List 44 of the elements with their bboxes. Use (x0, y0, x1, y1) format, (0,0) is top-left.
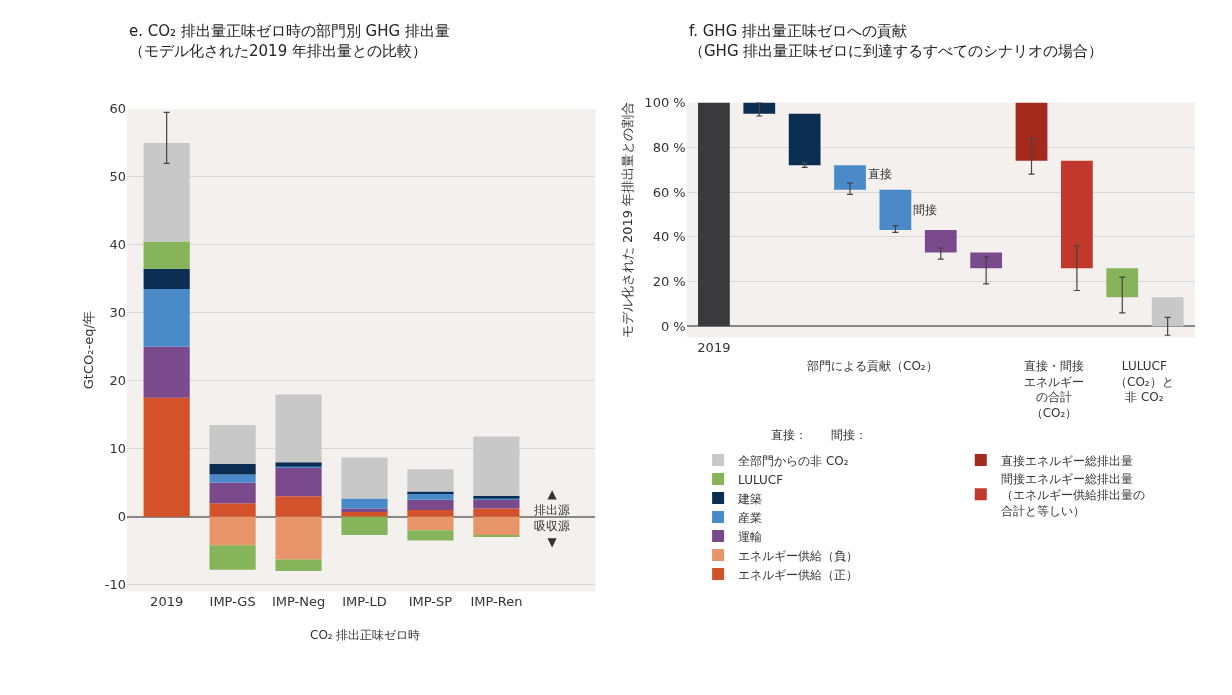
legend-label: LULUCF (738, 472, 784, 487)
x-tick-label: IMP-SP (408, 593, 453, 609)
legend-label: 直接エネルギー総排出量 (1000, 453, 1133, 468)
chart-title: e. CO₂ 排出量正味ゼロ時の部門別 GHG 排出量（モデル化された2019 年排出量との比較） (129, 22, 450, 60)
text: CO₂ 排出正味ゼロ時 (310, 628, 421, 642)
y-tick-label: 100 % (644, 95, 686, 111)
y-tick-label: 60 % (652, 184, 686, 200)
legend-label: 運輸 (738, 529, 763, 544)
text: 間接： (831, 428, 867, 442)
y-tick-label: 40 % (652, 229, 686, 245)
x-tick-label: IMP-Ren (470, 593, 523, 609)
legend-label: 全部門からの非 CO₂ (738, 453, 849, 468)
legend-label: エネルギー供給（負） (738, 548, 859, 563)
y-tick-label: 50 (109, 169, 127, 185)
text: 直接・間接エネルギーの合計（CO₂） (1024, 359, 1084, 420)
y-axis-title: モデル化された 2019 年排出量との割合 (620, 101, 636, 339)
x-tick-label: IMP-GS (209, 593, 256, 609)
y-tick-label: 0 % (660, 318, 686, 334)
legend-label: 建築 (737, 491, 763, 506)
y-tick-label: 80 % (652, 139, 686, 155)
y-tick-label: 10 (109, 441, 127, 457)
y-tick-label: 20 % (652, 274, 686, 290)
text: ▲ 排出源 (534, 487, 570, 517)
x-tick-label: IMP-LD (342, 593, 387, 609)
text: 部門による貢献（CO₂） (807, 359, 938, 373)
y-tick-label: 30 (109, 305, 127, 321)
legend-label: 産業 (738, 510, 763, 525)
y-tick-label: -10 (104, 577, 127, 593)
x-tick-label: 2019 (150, 593, 184, 609)
chart-title: f. GHG 排出量正味ゼロへの貢献（GHG 排出量正味ゼロに到達するすべてのシナリオの場合） (689, 22, 1104, 60)
annotation: 直接 (868, 167, 892, 181)
x-tick-label: IMP-Neg (271, 593, 326, 609)
annotation: 間接 (913, 203, 937, 217)
x-tick-label: 2019 (697, 339, 731, 355)
legend-label: エネルギー供給（正） (738, 567, 859, 582)
legend-label: 間接エネルギー総排出量（エネルギー供給排出量の合計と等しい） (1000, 472, 1145, 518)
y-tick-label: 0 (117, 509, 127, 525)
y-axis-title: GtCO₂-eq/年 (80, 311, 96, 390)
y-tick-label: 20 (109, 373, 127, 389)
text: 吸収源 ▼ (534, 519, 570, 549)
text: LULUCF（CO₂）と非 CO₂ (1115, 359, 1174, 405)
y-tick-label: 40 (109, 237, 127, 253)
y-tick-label: 60 (109, 101, 127, 117)
text: 直接： (771, 428, 807, 442)
